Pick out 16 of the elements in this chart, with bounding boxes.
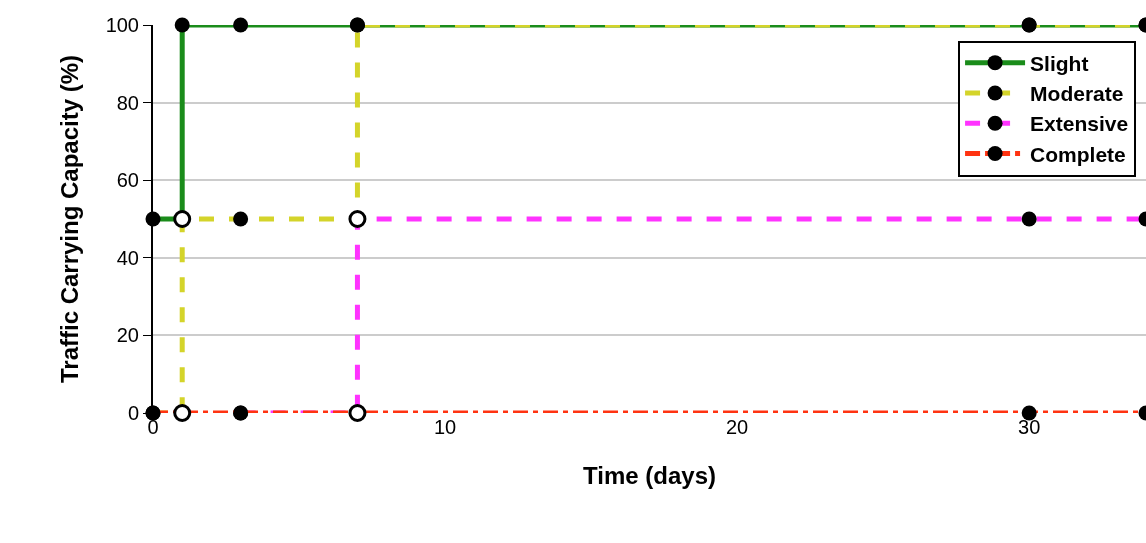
y-tick-label: 60: [116, 169, 139, 192]
y-axis-title: Traffic Carrying Capacity (%): [56, 54, 84, 384]
legend-label: Moderate: [1030, 82, 1124, 106]
legend-label: Slight: [1030, 51, 1089, 75]
legend-label: Extensive: [1030, 112, 1129, 136]
y-tick-label: 80: [116, 91, 139, 114]
x-tick-label: 0: [147, 416, 159, 438]
x-tick-label: 20: [725, 416, 749, 438]
x-tick-label: 10: [433, 416, 457, 438]
x-axis-title: Time (days): [583, 462, 716, 490]
y-tick-label: 40: [116, 246, 139, 269]
y-tick-label: 20: [116, 324, 139, 347]
y-tick-label: 0: [127, 402, 139, 424]
y-tick-label: 100: [105, 14, 139, 36]
x-tick-label: 30: [1018, 416, 1041, 438]
legend-label: Complete: [1030, 142, 1126, 166]
